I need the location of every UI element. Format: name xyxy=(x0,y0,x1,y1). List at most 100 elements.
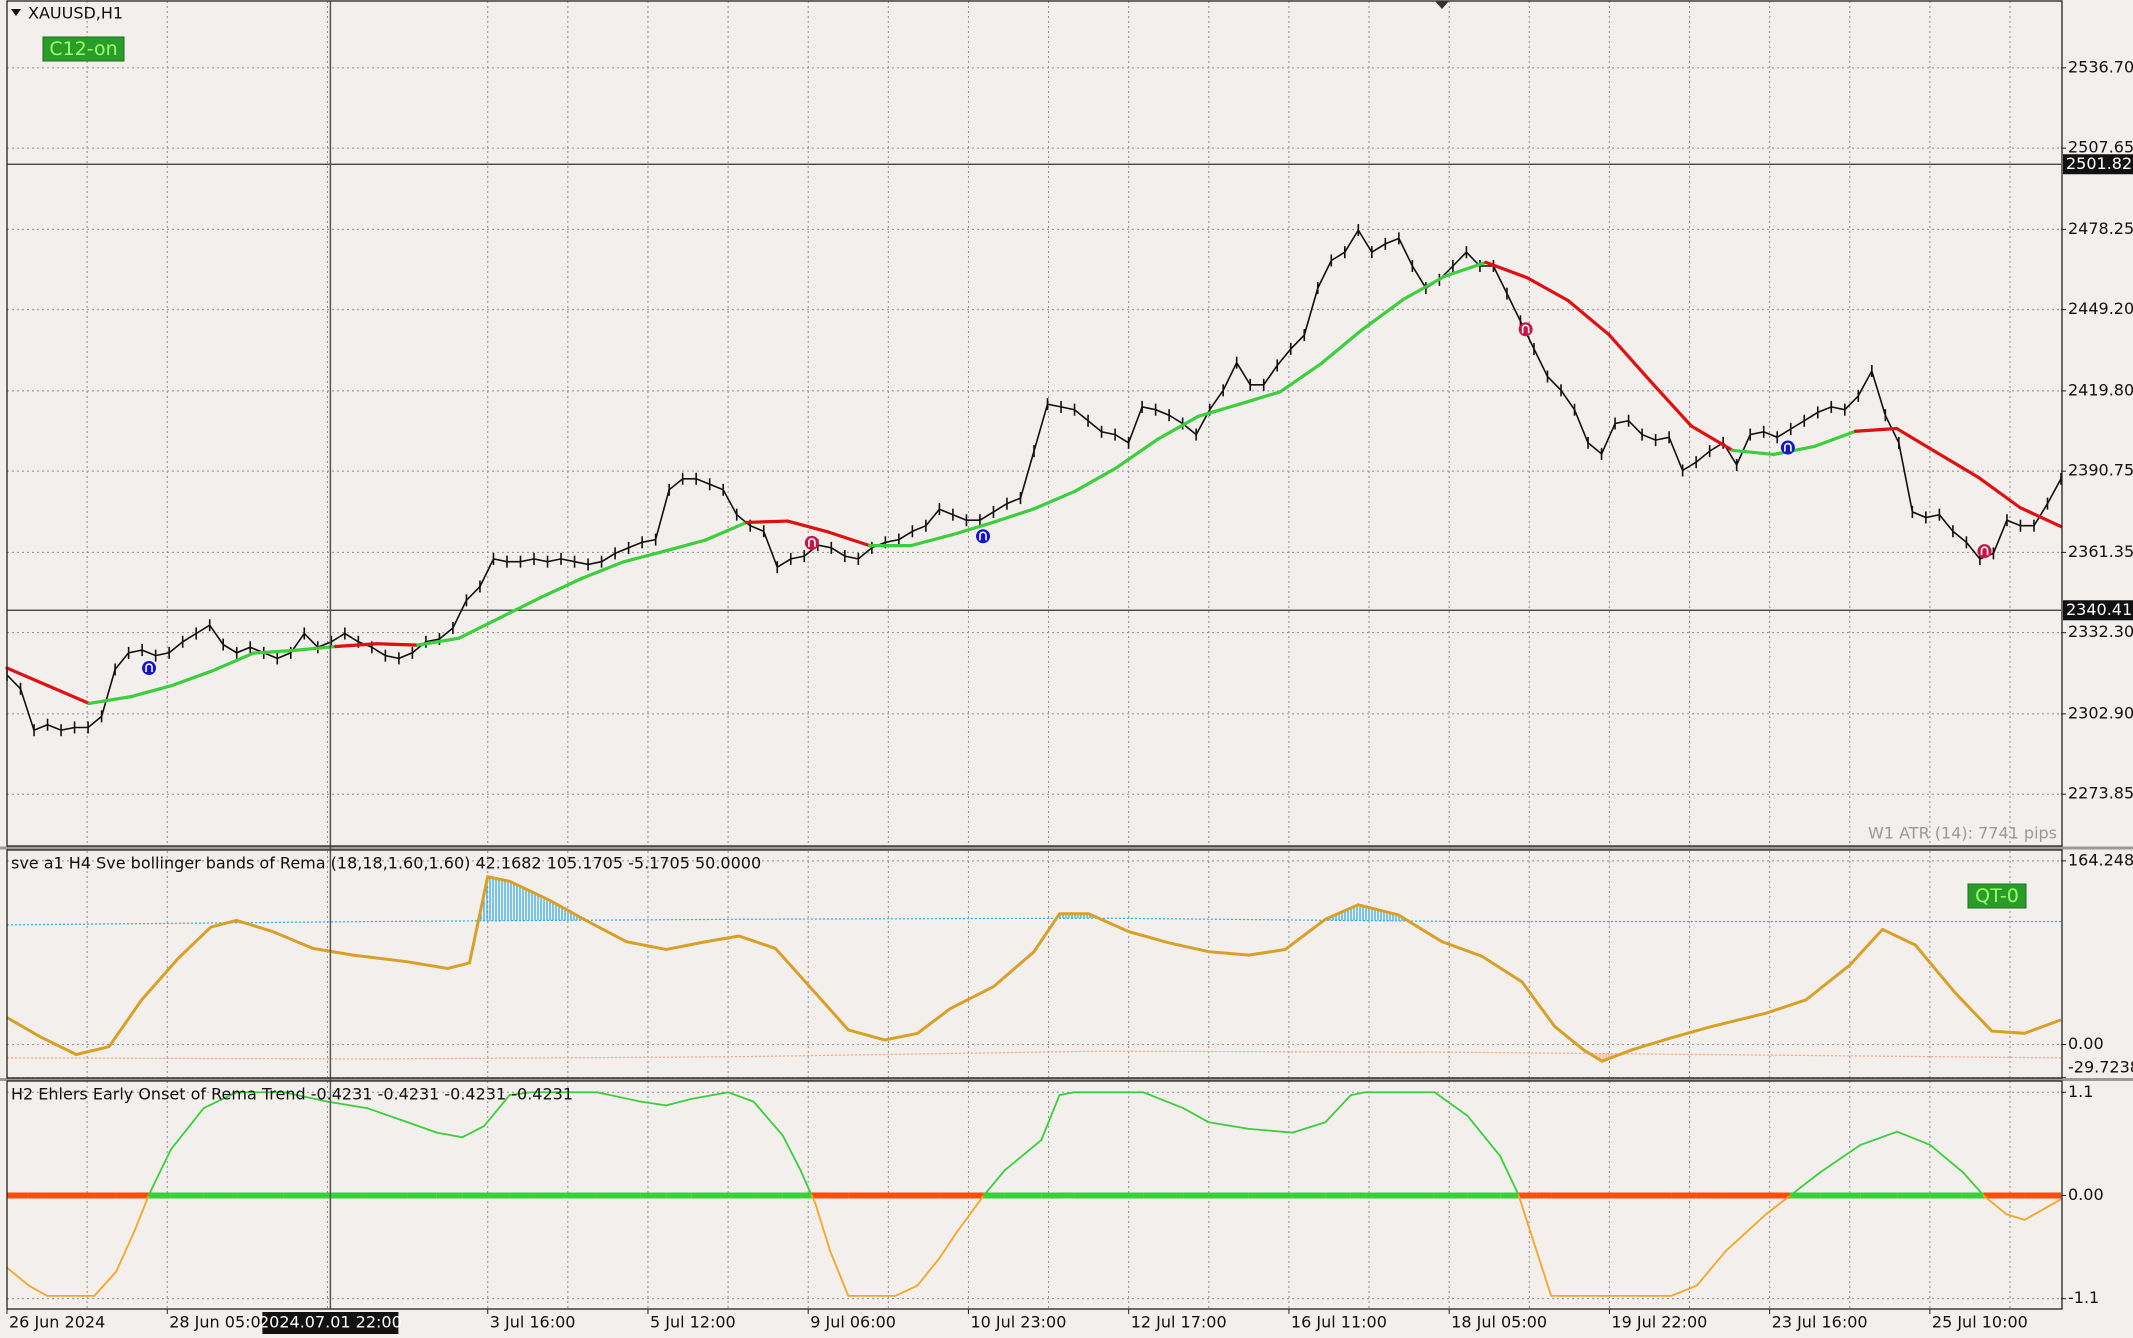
x-tick-label: 3 Jul 16:00 xyxy=(490,1313,576,1332)
trend-segment xyxy=(1961,1171,1985,1197)
ma-segment xyxy=(1853,426,1899,433)
y-tick-label: 2478.25 xyxy=(2068,219,2133,238)
ma-segment xyxy=(1566,298,1611,337)
osc-line xyxy=(6,875,2062,1063)
trend-segment xyxy=(1535,1249,1553,1297)
signal-glyph xyxy=(979,531,987,541)
trend-segment xyxy=(1725,1213,1767,1252)
trend-segment xyxy=(1040,1094,1061,1142)
y-tick-label: 2361.35 xyxy=(2068,542,2133,561)
x-tick-label: 12 Jul 17:00 xyxy=(1131,1313,1227,1332)
ma-segment xyxy=(1032,489,1077,511)
ma-segment xyxy=(1402,274,1447,301)
ma-segment xyxy=(210,651,256,673)
ma-segment xyxy=(826,530,872,548)
trend-segment xyxy=(508,1091,533,1096)
trend-segment xyxy=(1819,1143,1862,1173)
trend-segment xyxy=(1765,1194,1792,1216)
trend-segment xyxy=(727,1091,755,1103)
ma-segment xyxy=(785,519,831,534)
ma-segment xyxy=(1443,260,1488,278)
trend-segment xyxy=(1896,1130,1931,1146)
ma-segment xyxy=(1812,429,1858,449)
trend-segment xyxy=(1058,1091,1075,1096)
x-tick-label: 26 Jun 2024 xyxy=(9,1313,105,1332)
trend-segment xyxy=(1695,1249,1727,1287)
trend-segment xyxy=(596,1091,642,1103)
trend-segment xyxy=(894,1284,919,1297)
ma-segment xyxy=(2018,505,2063,529)
ma-segment xyxy=(1977,476,2022,510)
trend-segment xyxy=(282,1091,329,1103)
ma-segment xyxy=(1196,402,1242,418)
y-tick-label: 0.00 xyxy=(2068,1034,2104,1053)
trend-segment xyxy=(435,1131,464,1139)
trend-segment xyxy=(1324,1094,1352,1124)
signal-glyph xyxy=(145,663,153,673)
x-tick-label: 18 Jul 05:00 xyxy=(1451,1313,1547,1332)
ma-segment xyxy=(539,576,584,599)
ma-segment xyxy=(703,520,749,542)
ma-segment xyxy=(1525,276,1570,303)
price-tag-label: 2340.41 xyxy=(2066,600,2132,619)
menu-arrow[interactable] xyxy=(11,9,21,16)
trend-segment xyxy=(483,1094,511,1127)
trend-segment xyxy=(639,1100,668,1107)
ma-segment xyxy=(46,684,91,706)
y-tick-label: -29.7238 xyxy=(2068,1058,2133,1077)
trend-segment xyxy=(829,1249,850,1297)
ma-segment xyxy=(128,684,173,699)
ma-segment xyxy=(169,669,214,688)
trend-segment xyxy=(814,1203,831,1252)
trend-segment xyxy=(916,1257,941,1287)
x-tick-label: 16 Jul 11:00 xyxy=(1291,1313,1387,1332)
grid xyxy=(7,1,2061,1309)
ma-segment xyxy=(498,595,543,620)
osc-frame xyxy=(6,849,2063,1079)
trend-segment xyxy=(810,1194,817,1205)
ma-segment xyxy=(1237,390,1283,406)
ma-segment xyxy=(1073,466,1118,493)
signal-marker xyxy=(1518,322,1533,337)
ma-segment xyxy=(1155,414,1200,442)
ma-segment xyxy=(950,520,995,537)
osc-title: sve a1 H4 Sve bollinger bands of Rema (1… xyxy=(11,854,761,873)
trend-segment xyxy=(148,1148,172,1196)
trend-segment xyxy=(406,1121,438,1134)
price-tag xyxy=(2063,154,2133,175)
signal-marker xyxy=(1780,440,1795,455)
ma-segment xyxy=(457,616,502,640)
signal-glyph xyxy=(1784,442,1792,452)
trend-title: H2 Ehlers Early Onset of Rema Trend -0.4… xyxy=(11,1085,573,1104)
osc-badge-bg xyxy=(1967,883,2027,909)
badge: C12-on xyxy=(49,38,117,60)
price-frame xyxy=(6,0,2063,847)
ma-segment xyxy=(662,538,707,553)
price-tag xyxy=(2063,600,2133,621)
y-tick-label: 164.2484 xyxy=(2068,850,2133,869)
trend-segment xyxy=(1928,1143,1964,1173)
x-tick-label: 19 Jul 22:00 xyxy=(1611,1313,1707,1332)
y-tick-label: 2449.20 xyxy=(2068,299,2133,318)
band-line xyxy=(6,1050,2062,1060)
ma-segment xyxy=(621,549,666,564)
ma-segment xyxy=(375,642,420,647)
trend-segment xyxy=(366,1107,409,1124)
trend-segment xyxy=(690,1091,729,1100)
x-tick-label: 5 Jul 12:00 xyxy=(650,1313,736,1332)
signal-marker xyxy=(142,661,157,676)
y-tick-label: 0.00 xyxy=(2068,1185,2104,1204)
cursor-label: 2024.07.01 22:00 xyxy=(259,1313,402,1332)
trend-segment xyxy=(133,1194,150,1233)
ma-segment xyxy=(1689,424,1734,452)
y-tick-label: 2332.30 xyxy=(2068,622,2133,641)
trend-segment xyxy=(938,1230,959,1260)
ma-segment xyxy=(1114,437,1159,470)
trend-segment xyxy=(665,1097,693,1107)
signal-glyph xyxy=(1980,546,1989,556)
signal-glyph xyxy=(1521,324,1530,334)
y-tick-label: 2302.90 xyxy=(2068,703,2133,722)
ma-segment xyxy=(909,533,954,548)
symbol-label: XAUUSD,H1 xyxy=(28,4,123,23)
